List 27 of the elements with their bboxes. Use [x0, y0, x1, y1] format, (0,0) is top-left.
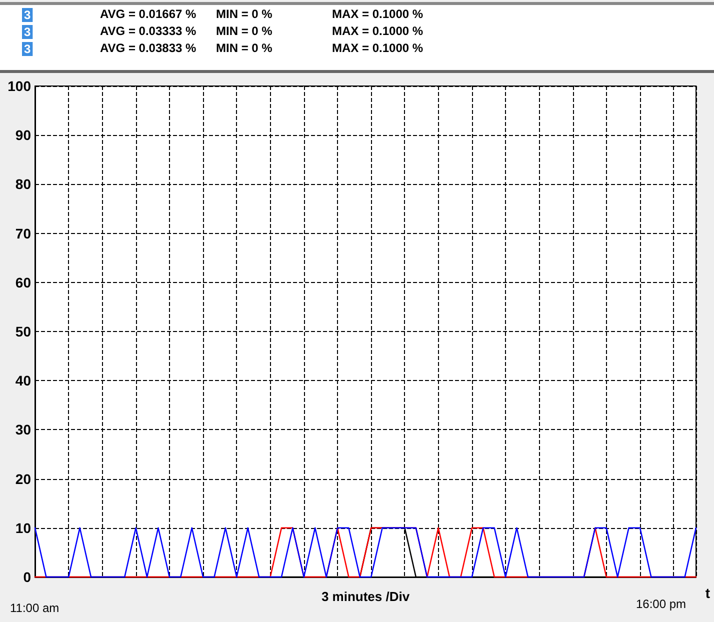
text: AVG = 0.01667 % [100, 7, 196, 21]
y-tick-label: 40 [15, 372, 32, 389]
text: MAX = 0.1000 % [332, 24, 424, 38]
text: MIN = 0 % [216, 24, 273, 38]
x-axis-title: 3 minutes /Div [321, 588, 410, 604]
text: 3 [24, 25, 31, 39]
y-tick-label: 50 [15, 324, 32, 340]
y-tick-label: 100 [8, 78, 32, 94]
text: 3 [24, 42, 31, 56]
text: AVG = 0.03333 % [100, 24, 196, 38]
text: 3 [24, 8, 31, 22]
text: 16:00 pm [636, 597, 686, 611]
y-tick-label: 10 [15, 520, 32, 536]
y-tick-label: 80 [15, 176, 32, 192]
y-tick-label: 90 [15, 127, 32, 144]
text: MIN = 0 % [216, 41, 273, 55]
text: AVG = 0.03833 % [100, 41, 196, 55]
text: 11:00 am [10, 601, 60, 615]
text: MAX = 0.1000 % [332, 7, 424, 21]
text: MIN = 0 % [216, 7, 273, 21]
y-tick-label: 60 [15, 274, 32, 290]
y-tick-label: 20 [15, 470, 32, 487]
y-tick-label: 70 [15, 225, 32, 242]
y-tick-label: 0 [23, 569, 32, 585]
y-tick-label: 30 [15, 422, 32, 438]
text: t [705, 585, 710, 601]
text: MAX = 0.1000 % [332, 41, 424, 55]
